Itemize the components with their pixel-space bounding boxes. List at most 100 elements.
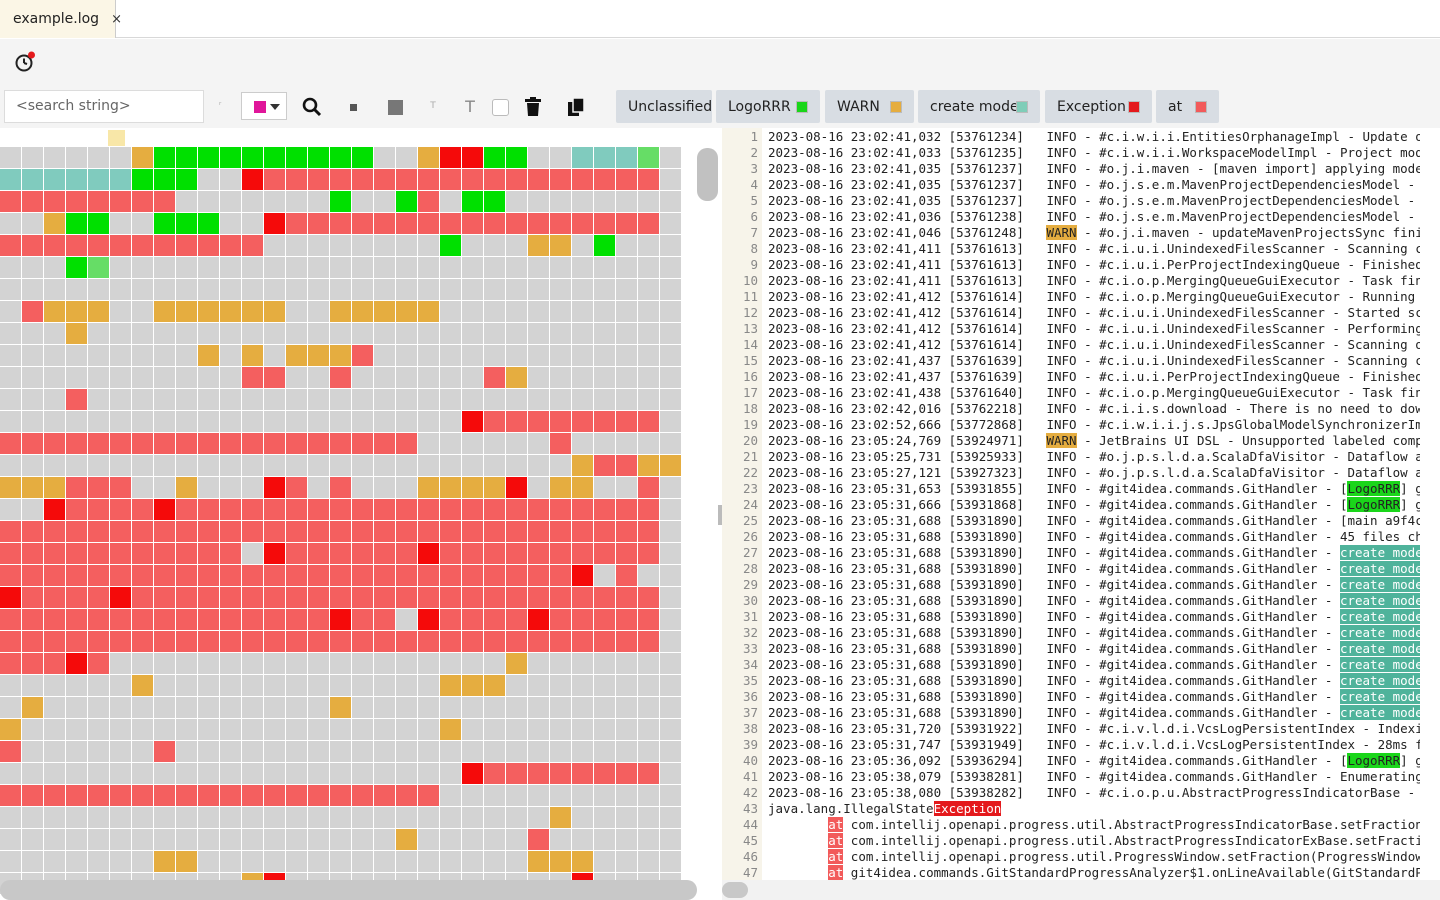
grid-cell[interactable]: [66, 807, 87, 828]
grid-cell[interactable]: [220, 587, 241, 608]
grid-cell[interactable]: [550, 257, 571, 278]
grid-cell[interactable]: [374, 741, 395, 762]
grid-cell[interactable]: [220, 345, 241, 366]
grid-cell[interactable]: [0, 521, 21, 542]
grid-cell[interactable]: [528, 323, 549, 344]
grid-cell[interactable]: [550, 213, 571, 234]
grid-cell[interactable]: [528, 345, 549, 366]
grid-cell[interactable]: [286, 433, 307, 454]
grid-cell[interactable]: [638, 411, 659, 432]
grid-cell[interactable]: [616, 521, 637, 542]
grid-cell[interactable]: [462, 147, 483, 168]
grid-cell[interactable]: [506, 631, 527, 652]
grid-cell[interactable]: [0, 367, 21, 388]
grid-cell[interactable]: [462, 741, 483, 762]
grid-cell[interactable]: [462, 653, 483, 674]
grid-cell[interactable]: [0, 785, 21, 806]
grid-cell[interactable]: [286, 565, 307, 586]
grid-cell[interactable]: [44, 169, 65, 190]
grid-cell[interactable]: [198, 851, 219, 872]
grid-cell[interactable]: [22, 653, 43, 674]
color-picker[interactable]: [241, 92, 287, 120]
log-line[interactable]: 12 2023-08-16 23:02:41,412 [53761614] INF…: [722, 305, 1440, 321]
grid-cell[interactable]: [594, 279, 615, 300]
grid-cell[interactable]: [440, 763, 461, 784]
grid-cell[interactable]: [352, 675, 373, 696]
grid-cell[interactable]: [616, 587, 637, 608]
grid-cell[interactable]: [506, 433, 527, 454]
grid-cell[interactable]: [308, 411, 329, 432]
grid-cell[interactable]: [484, 389, 505, 410]
grid-cell[interactable]: [66, 345, 87, 366]
grid-cell[interactable]: [330, 565, 351, 586]
grid-cell[interactable]: [638, 829, 659, 850]
grid-cell[interactable]: [594, 829, 615, 850]
grid-cell[interactable]: [660, 697, 681, 718]
grid-cell[interactable]: [286, 147, 307, 168]
grid-cell[interactable]: [154, 675, 175, 696]
grid-cell[interactable]: [154, 499, 175, 520]
grid-cell[interactable]: [132, 675, 153, 696]
grid-cell[interactable]: [594, 697, 615, 718]
grid-cell[interactable]: [22, 521, 43, 542]
grid-cell[interactable]: [308, 763, 329, 784]
grid-cell[interactable]: [154, 851, 175, 872]
grid-cell[interactable]: [616, 169, 637, 190]
grid-cell[interactable]: [330, 829, 351, 850]
grid-cell[interactable]: [66, 323, 87, 344]
grid-cell[interactable]: [88, 499, 109, 520]
grid-cell[interactable]: [0, 609, 21, 630]
grid-cell[interactable]: [132, 807, 153, 828]
grid-cell[interactable]: [0, 763, 21, 784]
grid-cell[interactable]: [286, 763, 307, 784]
grid-cell[interactable]: [132, 609, 153, 630]
grid-cell[interactable]: [220, 323, 241, 344]
log-line[interactable]: 20 2023-08-16 23:05:24,769 [53924971] WAR…: [722, 433, 1440, 449]
grid-cell[interactable]: [528, 829, 549, 850]
grid-cell[interactable]: [484, 785, 505, 806]
grid-cell[interactable]: [550, 411, 571, 432]
grid-cell[interactable]: [176, 301, 197, 322]
log-line[interactable]: 13 2023-08-16 23:02:41,412 [53761614] INF…: [722, 321, 1440, 337]
grid-cell[interactable]: [594, 565, 615, 586]
grid-cell[interactable]: [110, 301, 131, 322]
grid-cell[interactable]: [132, 411, 153, 432]
grid-cell[interactable]: [0, 587, 21, 608]
grid-cell[interactable]: [572, 741, 593, 762]
grid-cell[interactable]: [176, 477, 197, 498]
grid-cell[interactable]: [132, 191, 153, 212]
grid-cell[interactable]: [352, 213, 373, 234]
grid-cell[interactable]: [220, 631, 241, 652]
grid-cell[interactable]: [242, 609, 263, 630]
grid-cell[interactable]: [594, 763, 615, 784]
grid-cell[interactable]: [242, 477, 263, 498]
grid-cell[interactable]: [352, 763, 373, 784]
file-tab[interactable]: example.log ×: [0, 0, 122, 38]
grid-cell[interactable]: [198, 565, 219, 586]
grid-cell[interactable]: [462, 609, 483, 630]
grid-cell[interactable]: [66, 565, 87, 586]
grid-cell[interactable]: [594, 235, 615, 256]
grid-cell[interactable]: [176, 741, 197, 762]
grid-cell[interactable]: [572, 587, 593, 608]
grid-cell[interactable]: [44, 433, 65, 454]
grid-cell[interactable]: [572, 565, 593, 586]
grid-cell[interactable]: [374, 235, 395, 256]
grid-cell[interactable]: [132, 169, 153, 190]
grid-cell[interactable]: [44, 345, 65, 366]
grid-cell[interactable]: [440, 323, 461, 344]
grid-cell[interactable]: [550, 521, 571, 542]
grid-cell[interactable]: [374, 433, 395, 454]
grid-cell[interactable]: [572, 697, 593, 718]
grid-cell[interactable]: [132, 851, 153, 872]
grid-cell[interactable]: [286, 543, 307, 564]
grid-cell[interactable]: [638, 851, 659, 872]
grid-cell[interactable]: [88, 807, 109, 828]
grid-cell[interactable]: [242, 697, 263, 718]
grid-cell[interactable]: [242, 741, 263, 762]
grid-cell[interactable]: [220, 521, 241, 542]
grid-cell[interactable]: [198, 213, 219, 234]
grid-cell[interactable]: [110, 653, 131, 674]
grid-cell[interactable]: [0, 499, 21, 520]
grid-cell[interactable]: [220, 653, 241, 674]
